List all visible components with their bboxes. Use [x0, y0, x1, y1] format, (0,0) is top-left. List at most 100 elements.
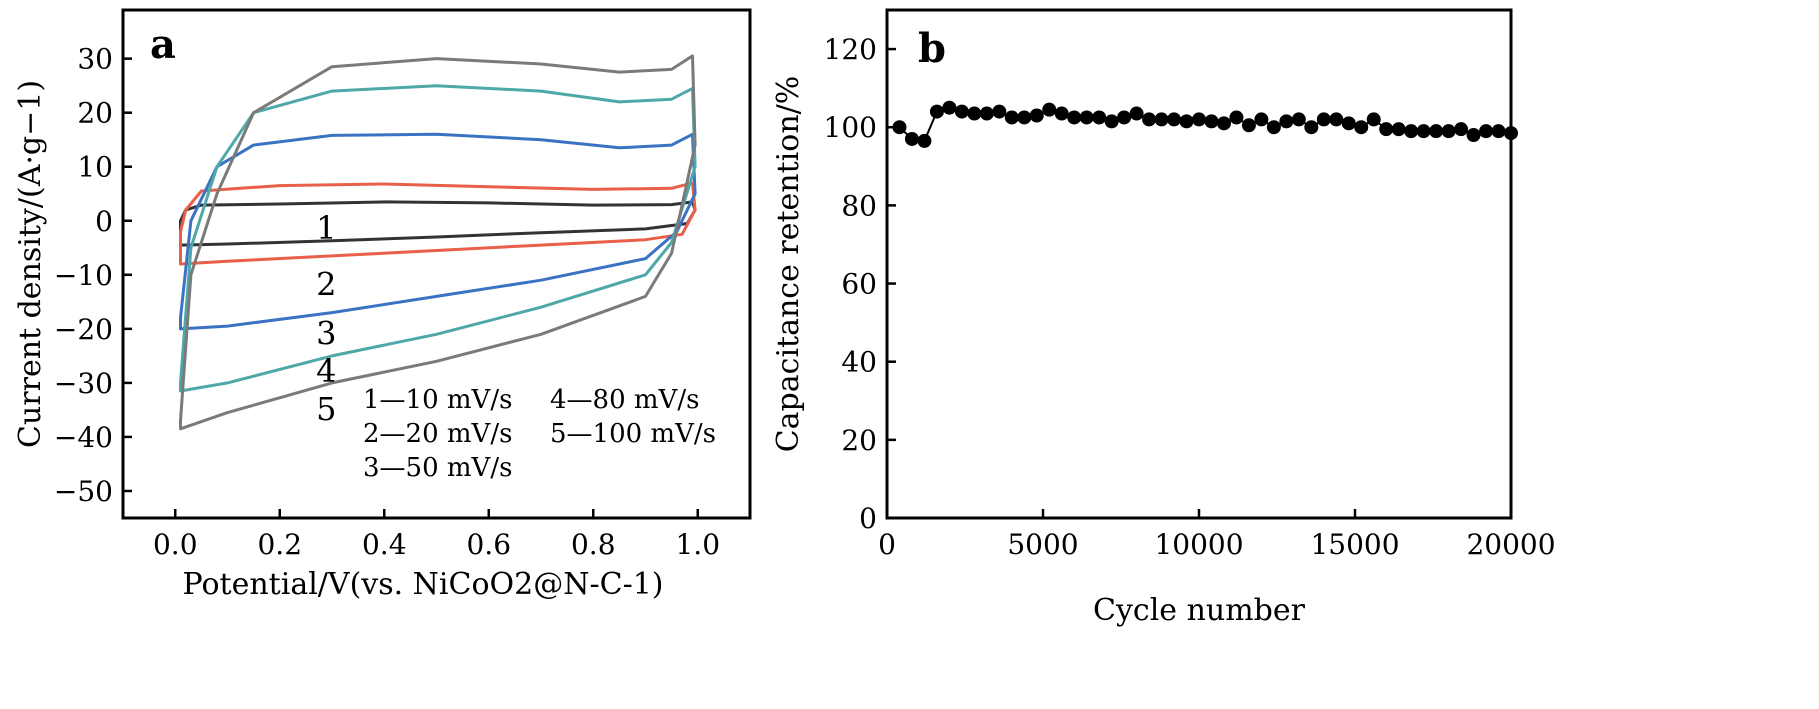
panel-b-tag: b: [918, 25, 946, 72]
a-y-tick-label: −10: [54, 259, 113, 292]
retention-point: [917, 133, 932, 148]
retention-point: [1241, 118, 1256, 133]
a-x-tick-label: 0.8: [571, 528, 616, 561]
curve-label-4: 4: [316, 352, 336, 390]
retention-point: [1254, 112, 1269, 127]
panel-b-frame: [885, 8, 1513, 520]
retention-points: [892, 100, 1518, 148]
cv-curve-3: [179, 132, 697, 331]
b-y-tick-label: 0: [859, 502, 877, 535]
retention-point: [1154, 112, 1169, 127]
b-y-tick-label: 100: [824, 111, 877, 144]
x-axis-ticks: 0 5000 10000 15000 20000: [878, 509, 1556, 561]
retention-point: [1429, 124, 1444, 139]
b-y-tick-label: 60: [841, 268, 877, 301]
a-x-tick-label: 0.6: [466, 528, 511, 561]
b-y-tick-label: 40: [841, 346, 877, 379]
x-axis-ticks: 0.0 0.2 0.4 0.6 0.8 1.0: [153, 509, 720, 561]
x-axis-label: Potential/V(vs. NiCoO2@N-C-1): [183, 567, 664, 602]
cv-curve-2: [179, 181, 697, 266]
curve-label-5: 5: [316, 390, 336, 428]
legend-entry-2: 2—20 mV/s: [363, 419, 512, 449]
retention-point: [1454, 122, 1469, 137]
retention-point: [1316, 112, 1331, 127]
retention-point: [1079, 110, 1094, 125]
retention-point: [1067, 110, 1082, 125]
a-y-tick-label: 20: [77, 97, 113, 130]
b-y-tick-label: 80: [841, 189, 877, 222]
legend-entry-1: 1—10 mV/s: [363, 385, 512, 415]
retention-point: [929, 104, 944, 119]
retention-point: [1192, 112, 1206, 127]
a-y-tick-label: −50: [54, 475, 113, 508]
retention-point: [1229, 110, 1244, 125]
curve-label-1: 1: [316, 209, 336, 247]
retention-point: [1054, 106, 1069, 121]
retention-point: [1117, 110, 1132, 125]
retention-point: [942, 100, 957, 115]
retention-point: [1404, 124, 1419, 139]
retention-point: [1142, 112, 1157, 127]
a-x-tick-label: 1.0: [675, 528, 720, 561]
a-y-tick-label: 10: [77, 151, 113, 184]
a-x-tick-label: 0.4: [362, 528, 407, 561]
a-x-tick-label: 0.2: [257, 528, 302, 561]
retention-point: [1466, 128, 1481, 143]
panel-b-retention-chart: 0 5000 10000 15000 20000 0 20 40 60 80 100 120 b C…: [771, 8, 1556, 628]
a-y-tick-label: −20: [54, 313, 113, 346]
cv-curve-5: [179, 54, 697, 431]
retention-point: [1491, 124, 1506, 139]
retention-point: [1104, 114, 1119, 129]
b-x-tick-label: 5000: [1007, 528, 1078, 561]
retention-point: [1004, 110, 1019, 125]
a-y-tick-label: −30: [54, 367, 113, 400]
retention-point: [1366, 112, 1381, 127]
retention-point: [1304, 120, 1319, 135]
retention-point: [1092, 110, 1107, 125]
retention-point: [1279, 114, 1294, 129]
a-y-tick-label: 0: [95, 205, 113, 238]
curve-label-2: 2: [316, 266, 336, 304]
b-x-tick-label: 0: [878, 528, 896, 561]
a-y-tick-label: −40: [54, 421, 113, 454]
legend: 1—10 mV/s 4—80 mV/s 2—20 mV/s 5—100 mV/s…: [363, 385, 716, 483]
retention-point: [1017, 110, 1032, 125]
retention-point: [1379, 122, 1394, 137]
retention-point: [1391, 122, 1406, 137]
y-axis-ticks: 30 20 10 0 −10 −20 −30 −40 −50: [54, 43, 132, 508]
retention-point: [1129, 106, 1144, 121]
a-x-tick-label: 0.0: [153, 528, 198, 561]
retention-point: [892, 120, 907, 135]
retention-point: [1204, 114, 1219, 129]
retention-point: [1291, 112, 1306, 127]
cv-curve-1: [179, 200, 697, 247]
retention-point: [1479, 124, 1494, 139]
panel-a-frame: [121, 8, 752, 520]
retention-point: [1341, 116, 1356, 131]
panel-a-tag: a: [150, 21, 176, 68]
b-y-tick-label: 120: [824, 33, 877, 66]
b-x-tick-label: 15000: [1310, 528, 1399, 561]
legend-entry-4: 4—80 mV/s: [550, 385, 699, 415]
legend-entry-5: 5—100 mV/s: [550, 419, 716, 449]
b-x-tick-label: 10000: [1154, 528, 1243, 561]
b-x-tick-label: 20000: [1466, 528, 1555, 561]
retention-point: [1167, 112, 1182, 127]
retention-point: [967, 106, 982, 121]
retention-point: [1029, 108, 1044, 123]
curve-label-3: 3: [316, 314, 336, 352]
panel-a-cv-chart: 0.0 0.2 0.4 0.6 0.8 1.0 30 20 10 0 −10 −20 −30 −40 −5…: [13, 8, 752, 602]
cv-curves: [179, 54, 697, 431]
a-y-tick-label: 30: [77, 43, 113, 76]
retention-point: [979, 106, 994, 121]
retention-point: [954, 104, 969, 119]
y-axis-label: Capacitance retention/%: [771, 76, 806, 453]
y-axis-ticks: 0 20 40 60 80 100 120: [824, 33, 896, 535]
retention-point: [1441, 124, 1456, 139]
retention-point: [1179, 114, 1194, 129]
retention-point: [1329, 112, 1344, 127]
curve-labels: 1 2 345: [316, 209, 336, 428]
x-axis-label: Cycle number: [1093, 593, 1306, 628]
retention-point: [1354, 120, 1369, 135]
